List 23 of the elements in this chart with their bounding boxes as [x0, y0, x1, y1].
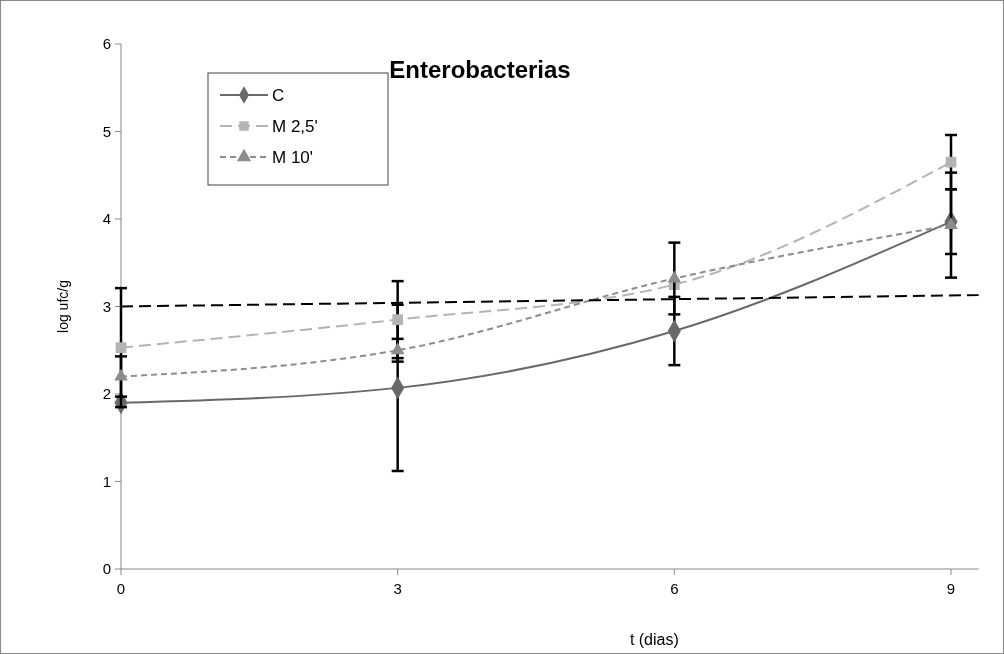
legend-label: C — [272, 85, 285, 105]
legend-label: M 10' — [272, 147, 314, 167]
point — [115, 342, 127, 353]
x-tick-label: 3 — [393, 580, 402, 597]
x-tick-label: 9 — [946, 580, 956, 597]
y-tick-label: 6 — [102, 35, 111, 53]
y-axis-title: log ufc/g — [55, 280, 71, 333]
x-tick-label: 6 — [670, 580, 679, 597]
legend-label: M 2,5' — [272, 116, 318, 136]
point — [944, 217, 958, 230]
y-tick-label: 3 — [102, 297, 111, 315]
y-tick-label: 2 — [102, 385, 111, 403]
point — [390, 342, 405, 355]
y-tick-label: 5 — [102, 122, 111, 140]
y-tick-label: 4 — [102, 210, 111, 228]
point — [392, 314, 404, 325]
text: Enterobacterias — [389, 56, 571, 83]
point — [114, 368, 128, 381]
x-axis-title: t (dias) — [629, 631, 679, 648]
x-tick-label: 0 — [116, 580, 126, 597]
y-tick-label: 0 — [102, 560, 111, 578]
y-tick-label: 1 — [102, 472, 111, 490]
point — [667, 270, 682, 283]
